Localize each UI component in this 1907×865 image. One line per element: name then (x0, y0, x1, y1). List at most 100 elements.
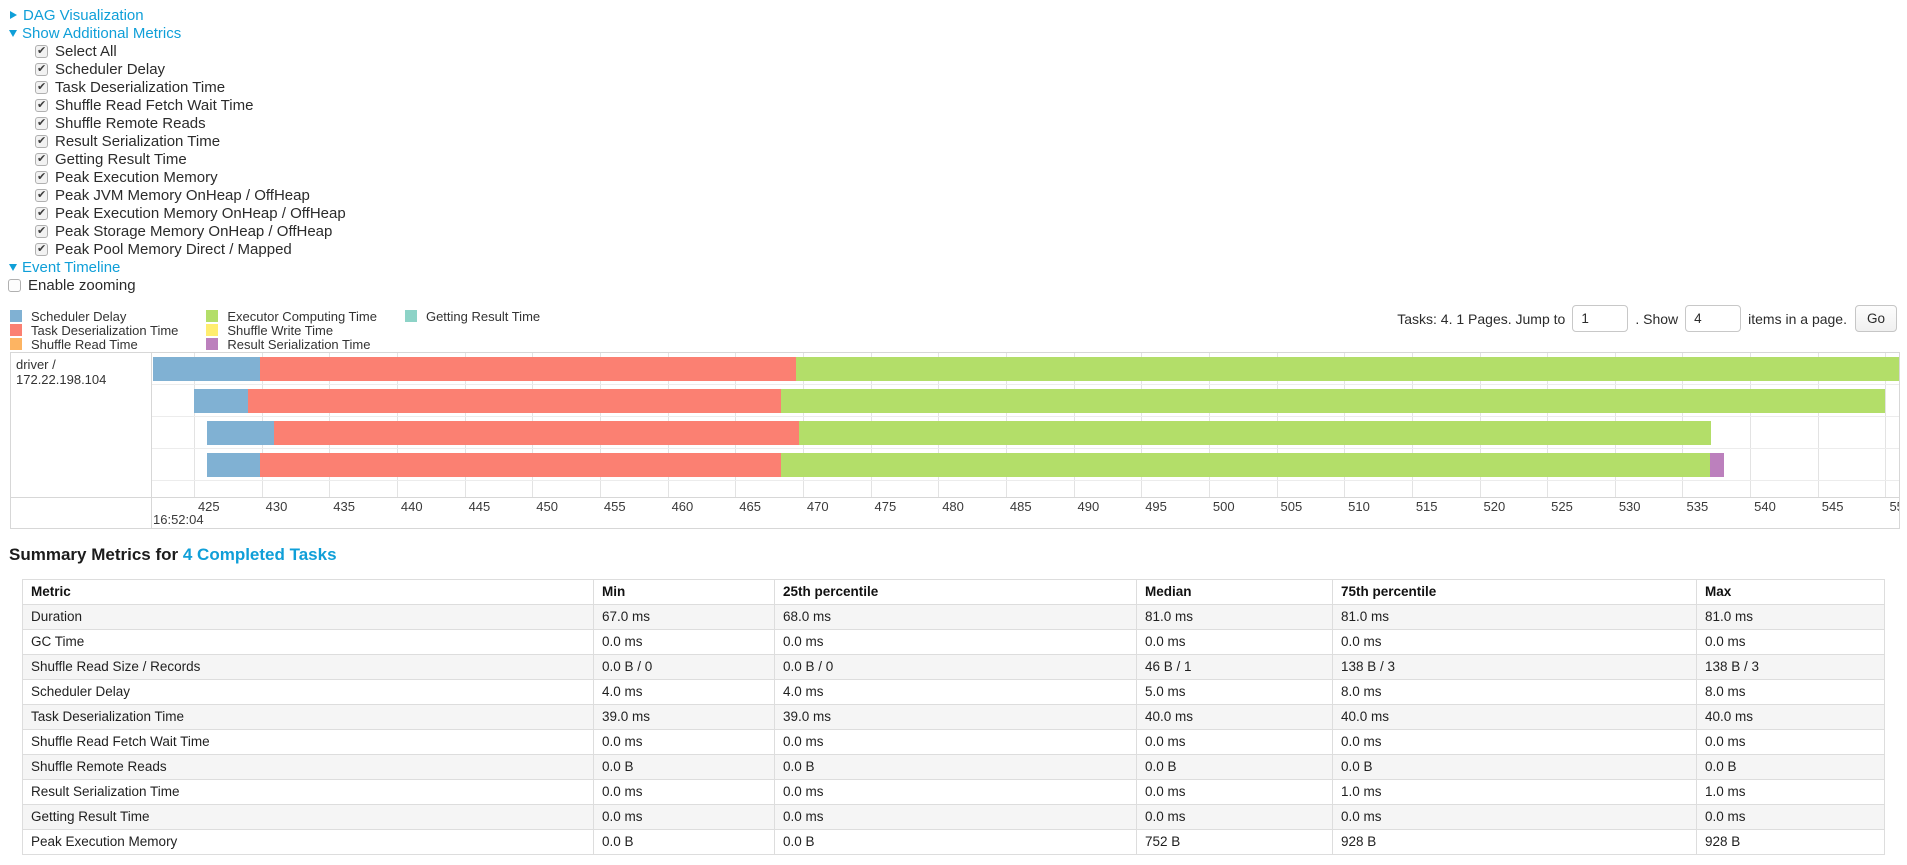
event-timeline-toggle[interactable]: Event Timeline (8, 258, 1900, 276)
go-button[interactable]: Go (1854, 305, 1897, 332)
table-cell: 0.0 ms (774, 629, 1137, 655)
metric-checkbox-label: Peak Storage Memory OnHeap / OffHeap (55, 222, 333, 240)
table-cell: 1.0 ms (1332, 779, 1697, 805)
table-cell: 928 B (1696, 829, 1885, 855)
task-segment-task_deserialization[interactable] (260, 453, 782, 477)
metric-checkbox-row[interactable]: Peak Execution Memory (35, 168, 1900, 186)
metric-checkbox-row[interactable]: Peak Storage Memory OnHeap / OffHeap (35, 222, 1900, 240)
axis-separator-line (11, 497, 1899, 498)
metric-checkbox[interactable] (35, 134, 48, 148)
enable-zooming-checkbox[interactable] (8, 278, 21, 292)
axis-tick-label: 530 (1618, 499, 1641, 514)
table-cell: 4.0 ms (774, 679, 1137, 705)
table-column-header: 25th percentile (774, 579, 1137, 605)
metric-checkbox-row[interactable]: Scheduler Delay (35, 60, 1900, 78)
table-cell: 67.0 ms (593, 604, 775, 630)
legend-item: Task Deserialization Time (10, 323, 178, 338)
legend-item-label: Shuffle Write Time (227, 322, 334, 338)
metric-checkbox-row[interactable]: Result Serialization Time (35, 132, 1900, 150)
task-segment-task_deserialization[interactable] (248, 389, 782, 413)
table-row: Peak Execution Memory 0.0 B 0.0 B 752 B 928 … (22, 829, 1885, 855)
axis-gridline (1817, 353, 1819, 497)
metric-checkbox[interactable] (35, 44, 48, 58)
axis-tick-label: 490 (1077, 499, 1100, 514)
legend-swatch-icon (206, 310, 219, 322)
table-cell: Peak Execution Memory (22, 829, 594, 855)
table-row: Scheduler Delay 4.0 ms 4.0 ms 5.0 ms 8.0 ms 8… (22, 679, 1885, 705)
table-cell: 8.0 ms (1332, 679, 1697, 705)
task-segment-scheduler_delay[interactable] (153, 357, 261, 381)
metric-checkbox[interactable] (35, 62, 48, 76)
table-cell: 0.0 ms (1332, 804, 1697, 830)
table-cell: 46 B / 1 (1136, 654, 1333, 680)
legend-swatch-icon (10, 338, 22, 350)
task-segment-executor_computing[interactable] (796, 357, 1899, 381)
axis-tick-label: 525 (1551, 499, 1573, 514)
table-cell: Shuffle Read Fetch Wait Time (22, 729, 594, 755)
metric-checkbox-row[interactable]: Peak Pool Memory Direct / Mapped (35, 240, 1900, 258)
legend-item: Result Serialization Time (206, 337, 377, 352)
metric-checkbox-row[interactable]: Shuffle Remote Reads (35, 114, 1900, 132)
table-row: GC Time 0.0 ms 0.0 ms 0.0 ms 0.0 ms 0.0 ms (22, 629, 1885, 655)
metric-checkbox[interactable] (35, 152, 48, 166)
table-column-header: Min (593, 579, 775, 605)
axis-gridline (1885, 353, 1887, 497)
table-cell: 0.0 ms (774, 779, 1137, 805)
metric-checkbox-row[interactable]: Task Deserialization Time (35, 78, 1900, 96)
enable-zooming-row[interactable]: Enable zooming (8, 276, 1900, 294)
task-segment-task_deserialization[interactable] (273, 421, 799, 445)
axis-tick-label: 430 (265, 499, 288, 514)
executor-group-label: driver / 172.22.198.104 (11, 353, 152, 528)
axis-tick-label: 545 (1821, 499, 1844, 514)
axis-tick-label: 535 (1686, 499, 1709, 514)
task-segment-result_serialization[interactable] (1709, 453, 1725, 477)
metric-checkbox-row[interactable]: Select All (35, 42, 1900, 60)
table-cell: 1.0 ms (1696, 779, 1885, 805)
metric-checkbox-label: Shuffle Remote Reads (55, 114, 206, 132)
table-cell: 40.0 ms (1136, 704, 1333, 730)
metric-checkbox[interactable] (35, 224, 48, 238)
axis-tick-label: 500 (1212, 499, 1235, 514)
task-segment-executor_computing[interactable] (781, 453, 1710, 477)
jump-to-page-input[interactable] (1572, 305, 1629, 332)
show-additional-metrics-toggle[interactable]: Show Additional Metrics (8, 24, 1900, 42)
metric-checkbox-row[interactable]: Getting Result Time (35, 150, 1900, 168)
summary-table-body: Duration 67.0 ms 68.0 ms 81.0 ms 81.0 ms 81.0… (22, 604, 1885, 855)
axis-tick-label: 495 (1145, 499, 1167, 514)
task-segment-scheduler_delay[interactable] (193, 389, 249, 413)
metric-checkbox-row[interactable]: Shuffle Read Fetch Wait Time (35, 96, 1900, 114)
metric-checkbox[interactable] (35, 206, 48, 220)
table-column-header: Metric (22, 579, 594, 605)
metric-checkbox[interactable] (35, 116, 48, 130)
table-cell: Getting Result Time (22, 804, 594, 830)
metric-checkbox-row[interactable]: Peak JVM Memory OnHeap / OffHeap (35, 186, 1900, 204)
table-cell: 0.0 ms (1332, 729, 1697, 755)
table-cell: 0.0 B (1332, 754, 1697, 780)
task-segment-scheduler_delay[interactable] (207, 453, 261, 477)
metric-checkbox-row[interactable]: Peak Execution Memory OnHeap / OffHeap (35, 204, 1900, 222)
table-cell: 0.0 B (774, 829, 1137, 855)
metric-checkbox[interactable] (35, 80, 48, 94)
timeline-legend: Scheduler Delay Task Deserialization Time… (10, 309, 540, 352)
task-segment-executor_computing[interactable] (781, 389, 1886, 413)
metrics-checkbox-list: Select All Scheduler Delay Task Deserializ… (35, 42, 1900, 258)
metric-checkbox-label: Select All (55, 42, 117, 60)
pagination-suffix-text: items in a page. (1748, 310, 1847, 327)
axis-tick-label: 440 (400, 499, 423, 514)
dag-visualization-toggle[interactable]: DAG Visualization (8, 6, 1900, 24)
task-segment-task_deserialization[interactable] (260, 357, 797, 381)
metric-checkbox[interactable] (35, 170, 48, 184)
task-segment-executor_computing[interactable] (798, 421, 1711, 445)
table-row: Result Serialization Time 0.0 ms 0.0 ms 0.0… (22, 779, 1885, 805)
metric-checkbox[interactable] (35, 98, 48, 112)
table-cell: 0.0 ms (1696, 629, 1885, 655)
completed-tasks-link[interactable]: 4 Completed Tasks (182, 545, 337, 564)
timeline-task-lane (152, 353, 1899, 385)
task-segment-scheduler_delay[interactable] (207, 421, 274, 445)
timeline-plot: 425 430 435 440 445 450 455 460 465 470 475 480 485 4… (152, 353, 1899, 528)
metric-checkbox[interactable] (35, 188, 48, 202)
table-cell: 0.0 B (1696, 754, 1885, 780)
items-per-page-input[interactable] (1685, 305, 1742, 332)
metric-checkbox[interactable] (35, 242, 48, 256)
axis-tick-label: 425 (197, 499, 220, 514)
